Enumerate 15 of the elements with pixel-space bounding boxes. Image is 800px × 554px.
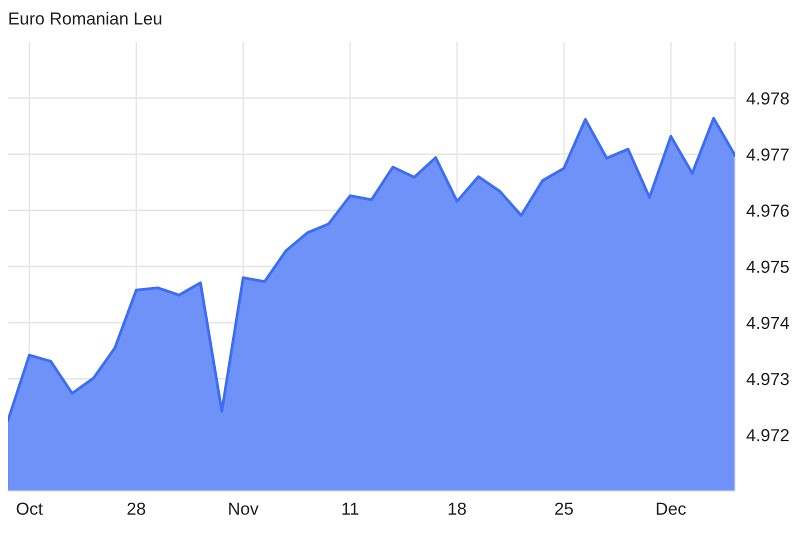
y-tick-label: 4.977 xyxy=(746,148,789,161)
chart-title: Euro Romanian Leu xyxy=(9,12,162,25)
y-tick-label: 4.978 xyxy=(746,92,789,105)
x-tick-label: 18 xyxy=(448,502,466,515)
x-tick-label: Nov xyxy=(229,502,259,515)
x-tick-label: Dec xyxy=(656,502,686,515)
x-tick-label: 25 xyxy=(555,502,573,515)
x-tick-label: 28 xyxy=(128,502,146,515)
x-tick-label: Oct xyxy=(16,502,43,515)
y-tick-label: 4.974 xyxy=(746,316,790,330)
y-tick-label: 4.975 xyxy=(746,260,789,273)
y-tick-label: 4.972 xyxy=(746,429,789,442)
y-tick-label: 4.973 xyxy=(746,372,789,386)
y-tick-label: 4.976 xyxy=(746,204,789,217)
x-tick-label: 11 xyxy=(342,502,358,515)
